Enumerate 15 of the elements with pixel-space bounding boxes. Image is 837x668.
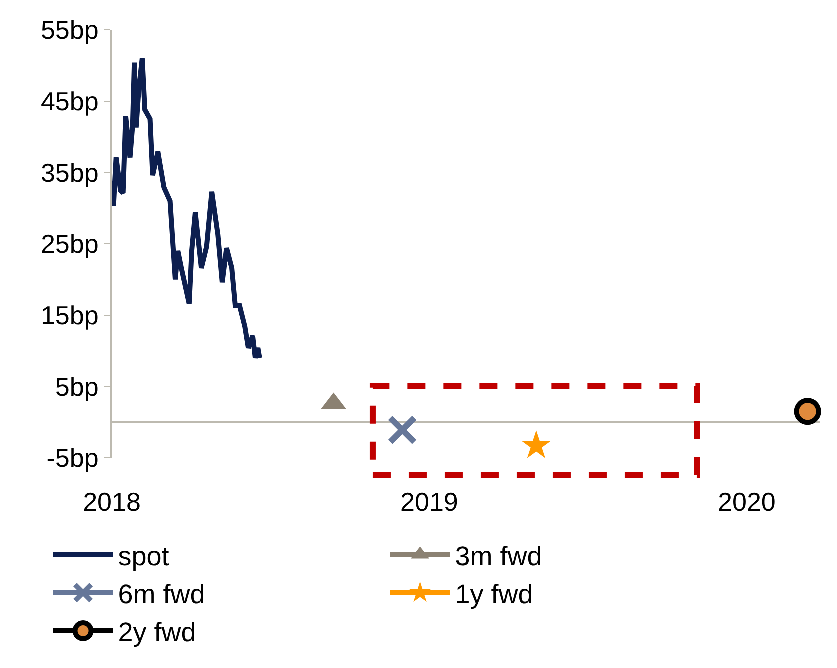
y-tick-label: 25bp bbox=[40, 229, 99, 260]
legend-label: 3m fwd bbox=[455, 541, 542, 572]
y-tick-label: 35bp bbox=[40, 158, 99, 188]
y-tick-label: 15bp bbox=[40, 300, 99, 330]
legend-label: 6m fwd bbox=[118, 579, 206, 610]
y-tick-label: 45bp bbox=[40, 86, 99, 116]
y-tick-label: -5bp bbox=[46, 443, 99, 474]
x-tick-label: 2018 bbox=[83, 487, 141, 517]
legend-label: 2y fwd bbox=[118, 618, 196, 648]
x-tick-label: 2020 bbox=[718, 487, 776, 517]
y-tick-label: 5bp bbox=[55, 372, 99, 402]
x-tick-label: 2019 bbox=[400, 487, 458, 517]
y-tick-label: 55bp bbox=[40, 15, 99, 46]
legend-label: 1y fwd bbox=[455, 579, 534, 610]
legend-label: spot bbox=[118, 541, 170, 572]
